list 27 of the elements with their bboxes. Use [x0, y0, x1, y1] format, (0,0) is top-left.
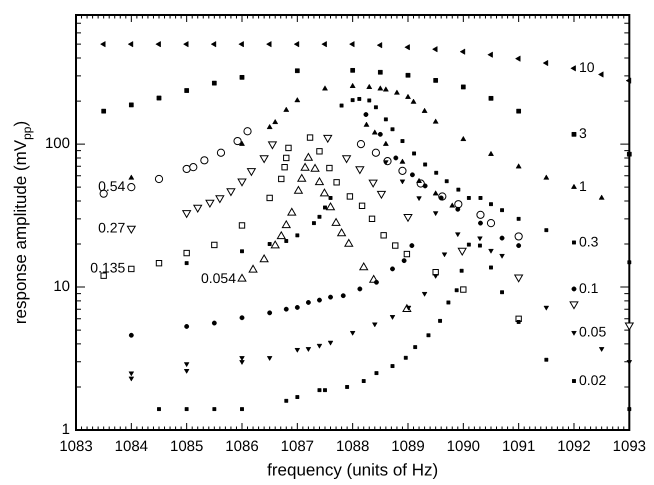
- x-tick-label: 1086: [225, 438, 259, 456]
- x-tick-label: 1089: [391, 438, 425, 456]
- y-tick-label: 100: [44, 135, 70, 152]
- annotation: 0.135: [90, 260, 126, 276]
- x-tick-label: 1090: [446, 438, 480, 456]
- x-tick-label: 1088: [336, 438, 370, 456]
- annotation: 0.054: [200, 270, 236, 286]
- annotation: 3: [578, 125, 587, 142]
- annotation: 0.3: [578, 233, 599, 250]
- annotation: 10: [578, 59, 595, 76]
- annotation: 0.02: [578, 372, 606, 388]
- x-tick-label: 1093: [612, 438, 646, 456]
- x-tick-label: 1087: [280, 438, 314, 456]
- annotation: 0.1: [578, 280, 599, 296]
- x-tick-label: 1092: [557, 438, 591, 456]
- x-tick-label: 1084: [114, 438, 148, 456]
- annotation: 1: [578, 178, 587, 194]
- x-axis-title: frequency (units of Hz): [267, 460, 438, 480]
- x-tick-label: 1083: [59, 438, 93, 456]
- x-tick-label: 1085: [170, 438, 204, 456]
- annotation: 0.05: [578, 323, 606, 340]
- annotation: 0.54: [98, 178, 126, 194]
- x-tick-label: 1091: [502, 438, 536, 456]
- y-tick-label: 10: [53, 278, 70, 296]
- y-axis-title: response amplitude (mVpp): [11, 120, 34, 324]
- y-tick-label: 1: [62, 421, 70, 438]
- annotation: 0.27: [98, 219, 126, 236]
